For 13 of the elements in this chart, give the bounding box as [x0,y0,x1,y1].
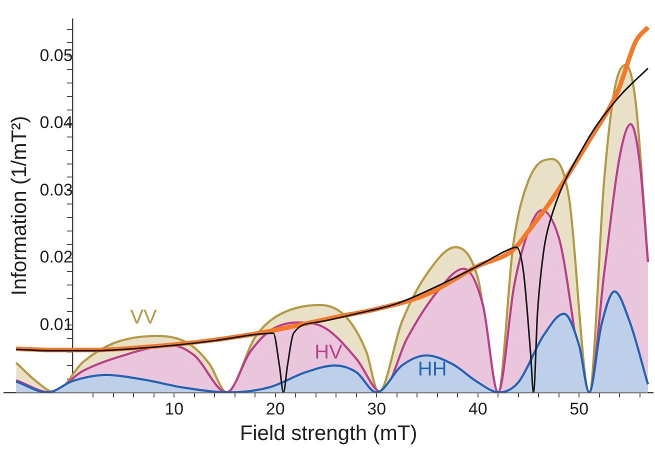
series-label: HV [314,342,344,364]
y-tick-label: 0.01 [40,314,73,334]
x-tick-label: 30 [367,399,386,418]
x-axis-title: Field strength (mT) [240,422,418,446]
x-tick-label: 20 [266,399,285,418]
x-tick-label: 50 [570,399,589,418]
y-tick-label: 0.02 [40,248,73,267]
x-tick-label: 40 [468,399,488,418]
y-tick-label: 0.03 [40,180,73,200]
series-label: VV [130,306,158,328]
y-axis-title: Information (1/mT²) [8,116,31,296]
series-label: HH [418,358,447,381]
x-tick-label: 10 [164,399,184,418]
